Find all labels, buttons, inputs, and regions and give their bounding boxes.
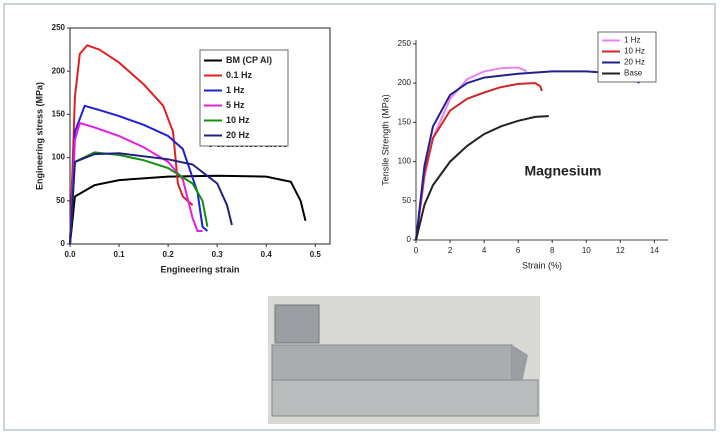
x-tick-label: 4 xyxy=(482,246,487,255)
x-tick-label: 0.2 xyxy=(163,250,175,259)
x-tick-label: 0 xyxy=(414,246,419,255)
y-tick-label: 250 xyxy=(52,23,66,32)
annotation: Magnesium xyxy=(524,163,601,179)
y-tick-label: 0 xyxy=(407,235,412,244)
chart: 0.0 0.1 0.2 0.3 0.4 0.5 0 50 100 150 200 250 Enginee… xyxy=(34,23,330,274)
sample-cube xyxy=(275,305,319,343)
photo xyxy=(268,296,540,424)
x-tick-label: 0.3 xyxy=(212,250,224,259)
series-line xyxy=(70,123,203,244)
y-tick-label: 200 xyxy=(52,66,66,75)
page: {"chart_data": [ {"type": "line", "annot… xyxy=(0,0,720,434)
y-tick-label: 100 xyxy=(398,157,412,166)
x-tick-label: 10 xyxy=(582,246,591,255)
y-tick-label: 100 xyxy=(52,153,66,162)
x-tick-label: 0.4 xyxy=(261,250,273,259)
legend-label: 0.1 Hz xyxy=(226,70,253,80)
ruler xyxy=(272,380,538,416)
figure: 0.00.10.20.30.40.5050100150200250Enginee… xyxy=(0,0,720,434)
series-line xyxy=(70,176,306,244)
x-axis-label: Engineering strain xyxy=(160,264,239,274)
legend-label: 20 Hz xyxy=(226,130,250,140)
legend-label: 1 Hz xyxy=(624,36,640,45)
y-tick-label: 200 xyxy=(398,78,412,87)
series-line xyxy=(416,83,542,240)
legend-label: 5 Hz xyxy=(226,100,245,110)
x-tick-label: 0.1 xyxy=(113,250,125,259)
x-tick-label: 14 xyxy=(650,246,659,255)
legend-label: BM (CP Al) xyxy=(226,55,272,65)
series-line xyxy=(416,68,527,241)
legend-label: 20 Hz xyxy=(624,58,645,67)
series-line xyxy=(416,71,639,240)
y-tick-label: 150 xyxy=(398,117,412,126)
x-tick-label: 0.5 xyxy=(310,250,322,259)
y-tick-label: 50 xyxy=(56,196,65,205)
y-tick-label: 0 xyxy=(61,239,66,248)
legend-label: 1 Hz xyxy=(226,85,245,95)
sample-plate xyxy=(272,345,512,383)
legend-label: 10 Hz xyxy=(226,115,250,125)
chart: 0 2 4 6 8 10 12 14 0 50 100 150 200 250 Strain (%) Tens… xyxy=(380,32,668,270)
legend-label: Base xyxy=(624,69,643,78)
y-tick-label: 150 xyxy=(52,110,66,119)
x-tick-label: 2 xyxy=(448,246,453,255)
y-axis-label: Engineering stress (MPa) xyxy=(34,82,44,190)
y-axis-label: Tensile Strength (MPa) xyxy=(380,94,390,186)
legend-label: 10 Hz xyxy=(624,47,645,56)
x-tick-label: 6 xyxy=(516,246,521,255)
x-tick-label: 8 xyxy=(550,246,555,255)
series-line xyxy=(70,45,193,244)
x-tick-label: 12 xyxy=(616,246,625,255)
x-axis-label: Strain (%) xyxy=(522,260,562,270)
y-tick-label: 250 xyxy=(398,39,412,48)
x-tick-label: 0.0 xyxy=(64,250,76,259)
y-tick-label: 50 xyxy=(402,196,411,205)
